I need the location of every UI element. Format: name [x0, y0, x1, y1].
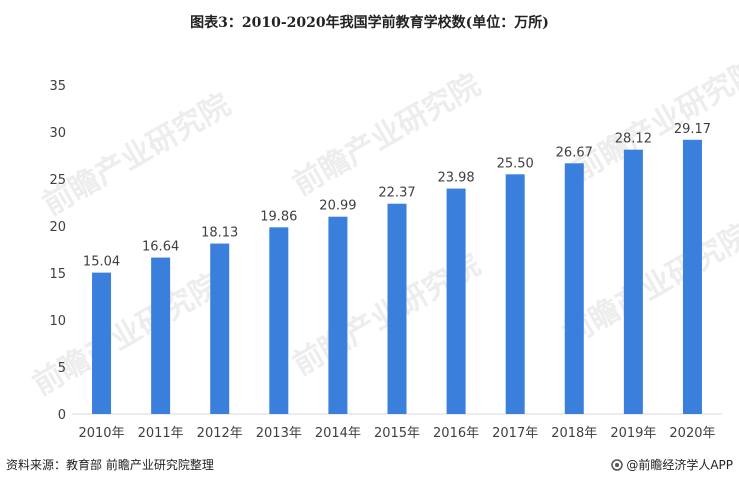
y-tick-label: 30: [49, 126, 66, 141]
bar: [623, 149, 643, 414]
x-tick-label: 2012年: [197, 426, 243, 441]
x-tick-label: 2017年: [492, 426, 538, 441]
y-tick-label: 35: [49, 79, 66, 94]
data-label: 25.50: [497, 156, 534, 171]
bar: [92, 272, 112, 414]
x-tick-label: 2019年: [610, 426, 656, 441]
data-label: 16.64: [142, 240, 179, 255]
y-tick-label: 20: [49, 220, 66, 235]
source-note: 资料来源：教育部 前瞻产业研究院整理: [6, 458, 214, 472]
data-label: 22.37: [378, 186, 415, 201]
x-tick-label: 2016年: [433, 426, 479, 441]
y-tick-label: 0: [58, 408, 66, 423]
data-label: 20.99: [319, 199, 356, 214]
bar: [210, 243, 230, 414]
x-tick-label: 2013年: [256, 426, 302, 441]
bar: [387, 203, 407, 414]
data-label: 26.67: [556, 145, 593, 160]
bar: [682, 139, 702, 414]
y-tick-label: 10: [49, 314, 66, 329]
brand-credit: @前瞻经济学人APP: [611, 456, 733, 473]
brand-logo-icon: [611, 458, 624, 471]
data-label: 29.17: [674, 122, 711, 137]
x-tick-label: 2010年: [78, 426, 124, 441]
bar: [151, 257, 171, 414]
bar-chart: 0 5 10 15 20 25 30 35 15.04 2010年 16.64 2011年 18.13 2…: [49, 79, 722, 441]
y-tick-label: 15: [49, 267, 66, 282]
bar: [564, 163, 584, 414]
x-tick-label: 2020年: [669, 426, 715, 441]
data-label: 19.86: [260, 209, 297, 224]
bar: [328, 216, 348, 414]
data-label: 28.12: [615, 132, 652, 147]
brand-text: @前瞻经济学人APP: [626, 458, 733, 472]
data-label: 23.98: [437, 171, 474, 186]
data-label: 15.04: [83, 255, 120, 270]
y-tick-label: 5: [58, 361, 66, 376]
y-tick-label: 25: [49, 173, 66, 188]
bar: [269, 227, 289, 414]
bar: [446, 188, 466, 414]
data-label: 18.13: [201, 226, 238, 241]
chart-title: 图表3：2010-2020年我国学前教育学校数(单位：万所): [190, 15, 549, 31]
x-tick-label: 2011年: [138, 426, 184, 441]
x-tick-label: 2014年: [315, 426, 361, 441]
x-tick-label: 2018年: [551, 426, 597, 441]
x-tick-label: 2015年: [374, 426, 420, 441]
bar: [505, 174, 525, 414]
